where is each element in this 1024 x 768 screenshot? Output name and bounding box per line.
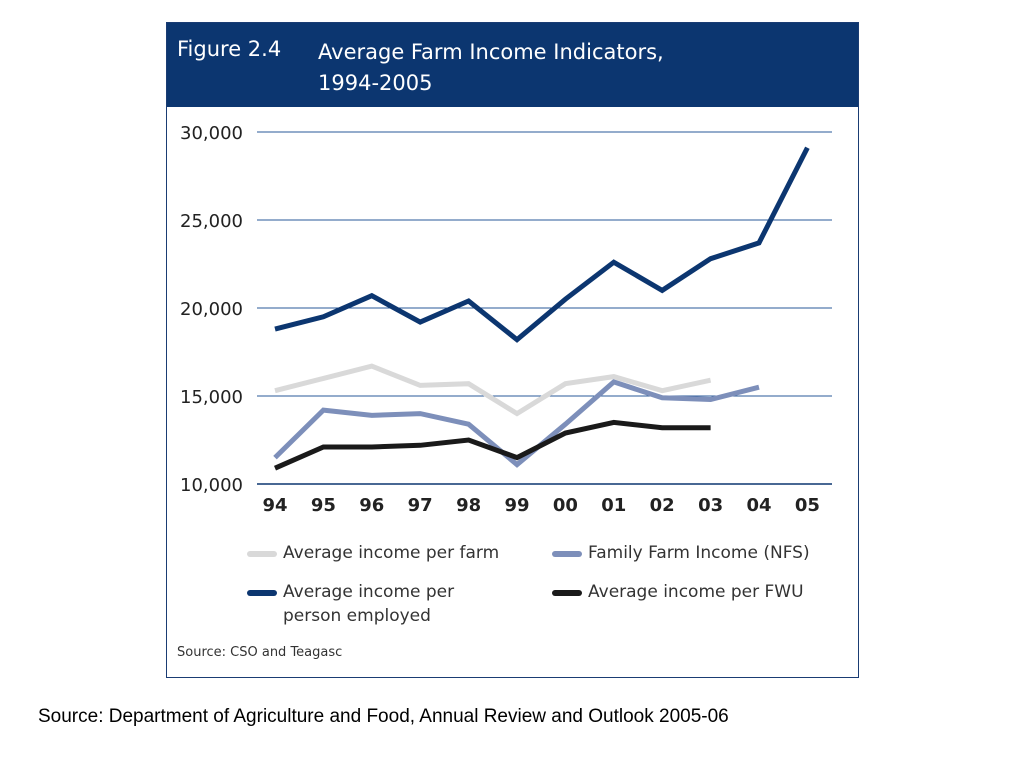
legend-swatch xyxy=(552,590,582,596)
legend-label: Average income per FWU xyxy=(588,582,804,602)
x-tick-label: 99 xyxy=(504,495,529,516)
series-line-average-income-per-person-employed xyxy=(274,146,810,343)
x-tick-labels: 94 95 96 97 98 99 00 01 02 03 04 05 xyxy=(262,495,819,516)
x-tick-label: 98 xyxy=(456,495,481,516)
y-tick-labels: 10,000 15,000 20,000 25,000 30,000 xyxy=(180,123,243,496)
x-tick-label: 95 xyxy=(311,495,336,516)
legend-label: Average income per xyxy=(283,582,455,602)
x-tick-label: 04 xyxy=(746,495,771,516)
x-tick-label: 05 xyxy=(795,495,820,516)
figure-panel: Figure 2.4 Average Farm Income Indicator… xyxy=(166,22,859,678)
legend-swatch xyxy=(552,551,582,557)
legend-label: Family Farm Income (NFS) xyxy=(588,543,810,563)
series-layer xyxy=(273,146,810,471)
x-tick-label: 97 xyxy=(408,495,433,516)
grid-layer xyxy=(257,131,832,485)
series-line-family-farm-income-nfs xyxy=(273,379,760,468)
y-tick-label: 20,000 xyxy=(180,299,243,320)
y-tick-label: 10,000 xyxy=(180,475,243,496)
figure-number: Figure 2.4 xyxy=(177,37,282,61)
y-tick-label: 25,000 xyxy=(180,211,243,232)
series-line-average-income-per-farm xyxy=(274,363,712,417)
figure-header: Figure 2.4 Average Farm Income Indicator… xyxy=(167,23,858,107)
figure-title-line2: 1994-2005 xyxy=(318,71,433,95)
x-tick-label: 00 xyxy=(553,495,578,516)
y-tick-label: 30,000 xyxy=(180,123,243,144)
figure-source: Source: CSO and Teagasc xyxy=(177,645,343,660)
x-tick-label: 01 xyxy=(601,495,626,516)
y-tick-label: 15,000 xyxy=(180,387,243,408)
series-line-average-income-per-fwu xyxy=(273,419,711,471)
x-tick-label: 03 xyxy=(698,495,723,516)
x-tick-label: 96 xyxy=(359,495,384,516)
figure-title-line1: Average Farm Income Indicators, xyxy=(318,40,664,64)
legend-swatch xyxy=(247,551,277,557)
figure-title: Average Farm Income Indicators, 1994-200… xyxy=(318,37,818,99)
page-source-caption: Source: Department of Agriculture and Fo… xyxy=(38,706,729,727)
legend-label-line2: person employed xyxy=(283,606,431,626)
x-tick-label: 02 xyxy=(650,495,675,516)
x-tick-label: 94 xyxy=(262,495,287,516)
legend-label: Average income per farm xyxy=(283,543,500,563)
legend-swatch xyxy=(247,590,277,596)
